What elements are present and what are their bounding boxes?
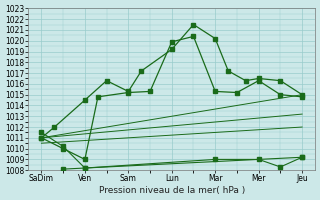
X-axis label: Pression niveau de la mer( hPa ): Pression niveau de la mer( hPa ) <box>99 186 245 195</box>
